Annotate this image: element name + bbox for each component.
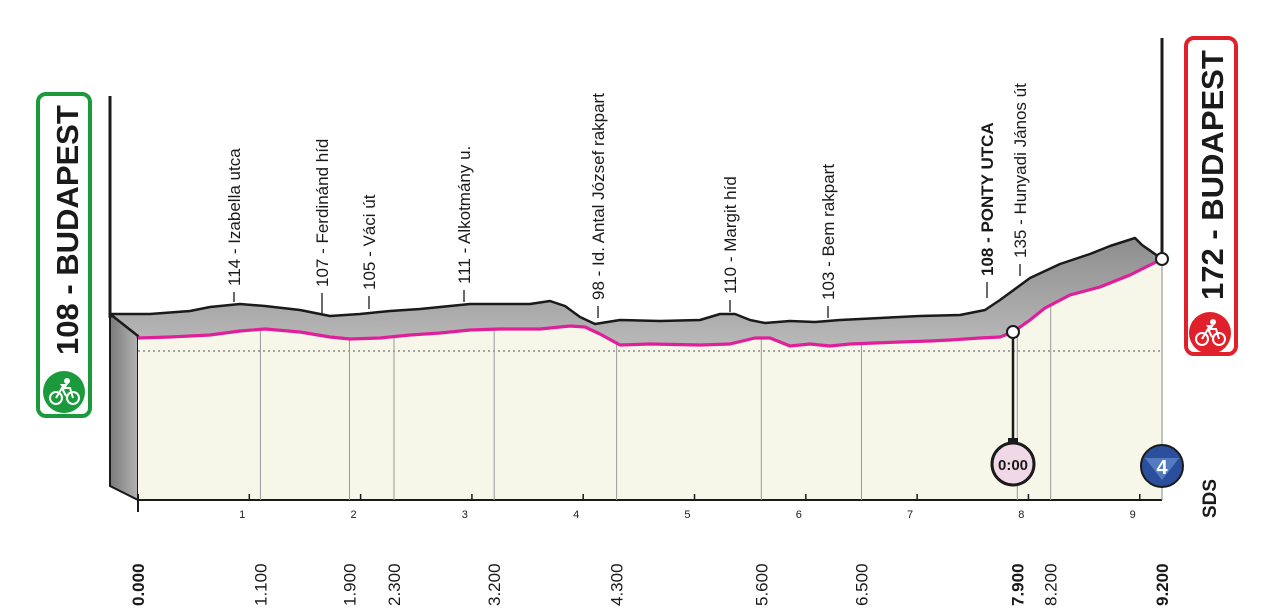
finish-city-box: 172 - BUDAPEST xyxy=(1184,36,1238,356)
waypoint-label: 111 - Alkotmány u. xyxy=(455,146,474,284)
cyclist-icon xyxy=(1189,312,1231,354)
distance-label: 5.600 xyxy=(752,563,771,606)
waypoint-label: 114 - Izabella utca xyxy=(225,148,244,286)
km-tick-label: 9 xyxy=(1130,509,1136,521)
km-tick-label: 3 xyxy=(462,509,468,521)
waypoint-label: 108 - PONTY UTCA xyxy=(978,122,997,276)
km-tick-label: 7 xyxy=(907,509,913,521)
waypoint-labels: 114 - Izabella utca 107 - Ferdinánd híd 10… xyxy=(225,83,1030,318)
waypoint-label: 98 - Id. Antal József rakpart xyxy=(589,93,608,300)
km-tick-labels: 1 2 3 4 5 6 7 8 9 xyxy=(137,494,1141,521)
waypoint-label: 110 - Margit híd xyxy=(721,176,740,294)
cyclist-icon xyxy=(43,371,85,413)
distance-label: 8.200 xyxy=(1042,563,1061,606)
distance-label: 9.200 xyxy=(1153,563,1172,606)
climb-sponsor-label: SDS xyxy=(1200,479,1221,518)
km-tick-label: 6 xyxy=(796,509,802,521)
finish-dot xyxy=(1155,252,1169,266)
stopwatch-icon: 0:00 xyxy=(990,438,1036,487)
waypoint-label: 105 - Váci út xyxy=(360,194,379,290)
waypoint-label: 135 - Hunyadi János út xyxy=(1011,83,1030,258)
climb-marker: 4 SDS xyxy=(1140,444,1221,518)
distance-label: 3.200 xyxy=(485,563,504,606)
km-tick-label: 8 xyxy=(1018,509,1024,521)
km-tick-label: 1 xyxy=(239,509,245,521)
distance-label: 2.300 xyxy=(385,563,404,606)
distance-label: 1.100 xyxy=(251,563,270,606)
start-city-box: 108 - BUDAPEST xyxy=(36,92,92,418)
km-tick-label: 4 xyxy=(573,509,579,521)
time-check-marker: 0:00 xyxy=(990,325,1036,487)
waypoint-label: 107 - Ferdinánd híd xyxy=(313,139,332,287)
profile-side-wall xyxy=(109,311,139,502)
climb-category-icon: 4 xyxy=(1140,444,1184,488)
distance-label: 0.000 xyxy=(129,563,148,606)
distance-label: 1.900 xyxy=(340,563,359,606)
distance-label: 4.300 xyxy=(608,563,627,606)
km-tick-label: 5 xyxy=(684,509,690,521)
climb-category-number: 4 xyxy=(1156,457,1168,479)
start-city-label: 108 - BUDAPEST xyxy=(50,105,85,355)
waypoint-label: 103 - Bem rakpart xyxy=(819,164,838,300)
finish-city-label: 172 - BUDAPEST xyxy=(1195,50,1230,300)
km-tick-label: 2 xyxy=(350,509,356,521)
distance-label: 6.500 xyxy=(852,563,871,606)
time-check-label: 0:00 xyxy=(998,457,1028,474)
distance-labels: 0.000 1.100 1.900 2.300 3.200 4.300 5.600 6.500… xyxy=(129,563,1172,606)
distance-label: 7.900 xyxy=(1008,563,1027,606)
